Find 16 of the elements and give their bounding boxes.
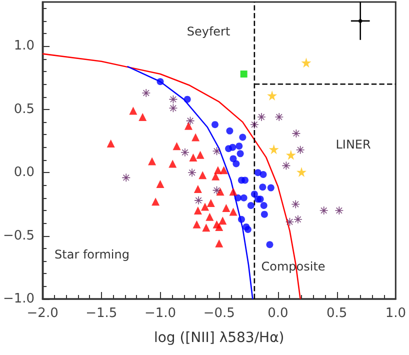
y-tick-label: 0.5 [14, 102, 35, 117]
y-tick-label: −0.5 [2, 228, 35, 244]
annotation: Star forming [54, 247, 130, 262]
x-tick-label: 0.5 [326, 306, 348, 321]
x-tick-label: 1.0 [385, 306, 406, 321]
x-tick-label: −1.0 [144, 306, 176, 321]
x-tick-label: −2.0 [26, 306, 58, 321]
x-axis-title: log ([NII] λ583/Hα) [154, 330, 284, 346]
y-tick-label: 1.0 [14, 38, 35, 54]
x-tick-label: 0.0 [268, 306, 288, 321]
x-tick-label: −1.5 [86, 306, 118, 321]
annotation: LINER [336, 138, 371, 152]
y-tick-label: −1.0 [2, 292, 35, 306]
x-tick-label: −0.5 [203, 306, 235, 321]
annotation: Seyfert [186, 24, 230, 39]
y-tick-label: 0.0 [14, 165, 35, 180]
